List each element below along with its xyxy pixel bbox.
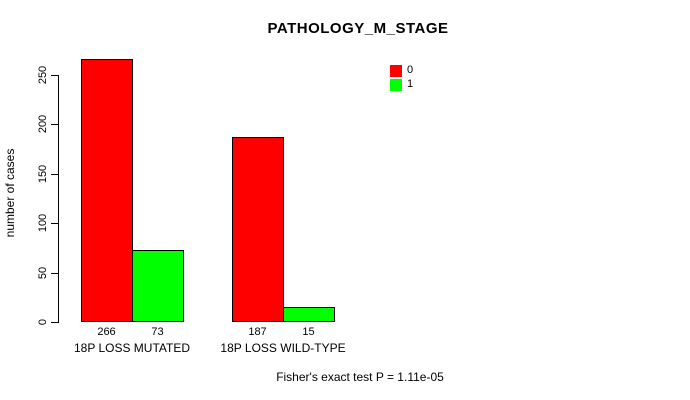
- bar-value-label: 15: [302, 326, 315, 338]
- y-tick-label: 250: [37, 65, 49, 85]
- y-tick-label: 0: [37, 318, 49, 326]
- fisher-test-note: Fisher's exact test P = 1.11e-05: [276, 370, 444, 384]
- category-label: 18P LOSS MUTATED: [73, 341, 191, 355]
- y-tick-label: 200: [37, 114, 49, 134]
- legend-swatch: [390, 78, 402, 91]
- chart-title: PATHOLOGY_M_STAGE: [267, 20, 449, 37]
- bar-series-0: [81, 59, 133, 322]
- legend-label: 0: [407, 64, 414, 76]
- y-tick-label: 150: [37, 164, 49, 184]
- bar-series-1: [283, 307, 335, 322]
- category-label: 18P LOSS WILD-TYPE: [220, 341, 346, 355]
- y-tick: [51, 75, 58, 76]
- y-tick: [51, 223, 58, 224]
- legend-label: 1: [407, 78, 414, 90]
- bar-value-label: 266: [97, 326, 116, 338]
- legend-item: 0: [390, 64, 413, 77]
- bar-series-0: [232, 137, 284, 322]
- bar-series-1: [132, 250, 184, 322]
- y-tick: [51, 124, 58, 125]
- bar-value-label: 73: [151, 326, 164, 338]
- y-axis-label: number of cases: [3, 148, 17, 238]
- y-tick-label: 100: [37, 213, 49, 233]
- legend-swatch: [390, 64, 402, 77]
- y-tick: [51, 322, 58, 323]
- legend-item: 1: [390, 78, 413, 91]
- y-tick-label: 50: [37, 266, 49, 280]
- y-axis-line: [58, 75, 59, 323]
- y-tick: [51, 273, 58, 274]
- y-tick: [51, 174, 58, 175]
- bar-value-label: 187: [248, 326, 267, 338]
